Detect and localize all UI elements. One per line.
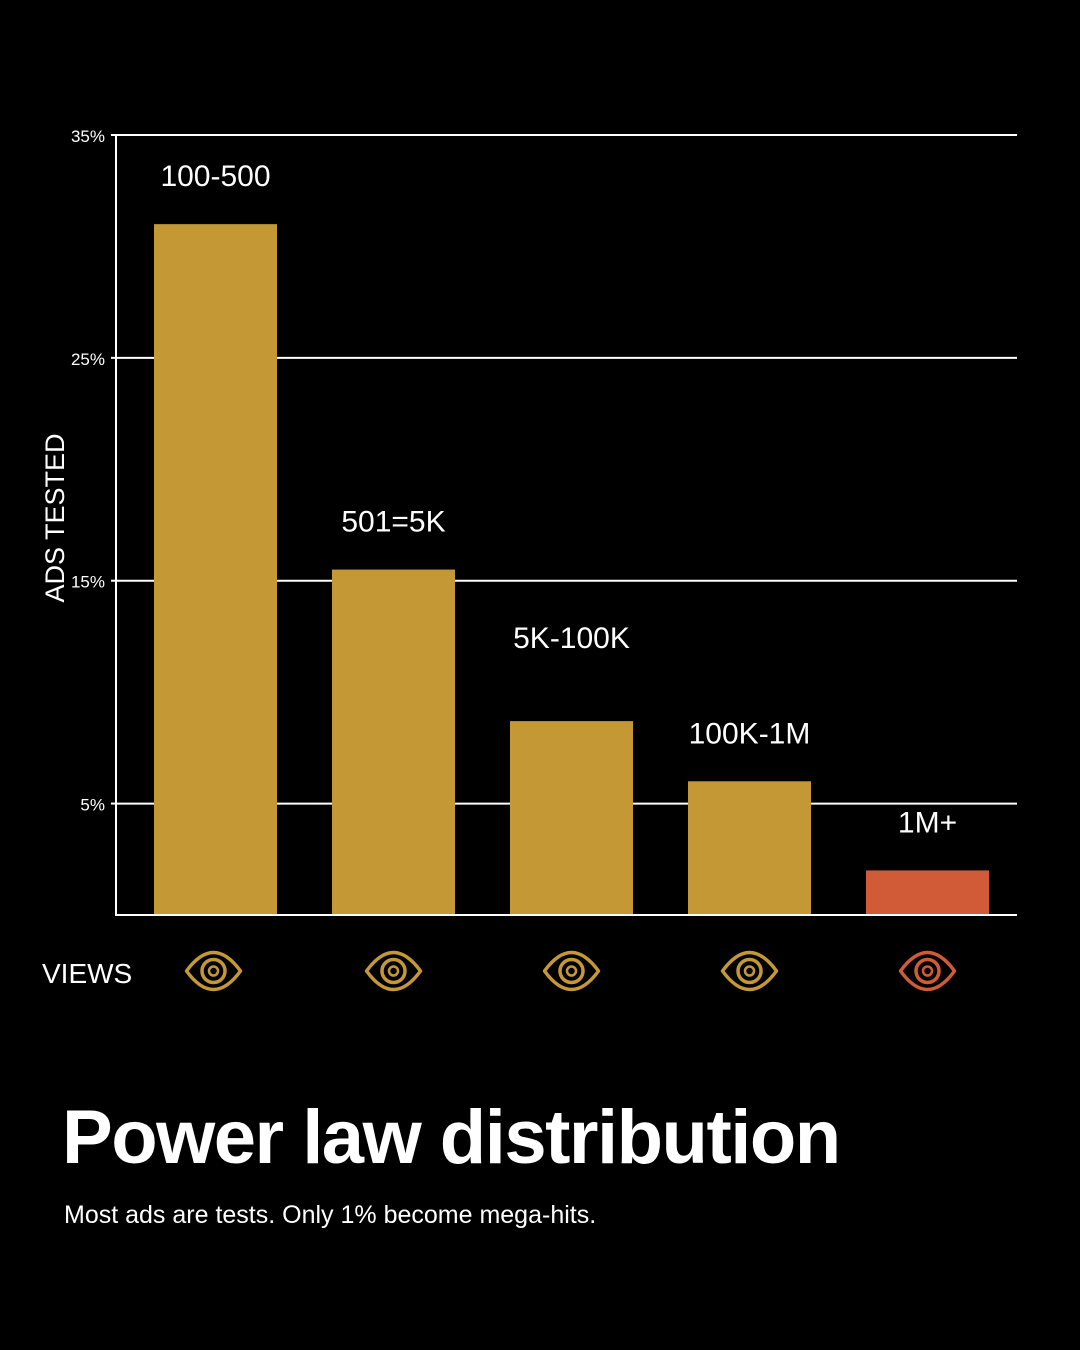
bar <box>866 870 989 915</box>
eye-icon <box>184 950 243 992</box>
y-tick-label: 25% <box>71 350 105 369</box>
bar-category-label: 1M+ <box>898 806 957 839</box>
bar-category-label: 5K-100K <box>513 622 630 655</box>
eye-icon <box>364 950 423 992</box>
chart: 100-500 501=5K 5K-100K 100K-1M 1M+ 5% 15% 25% 3… <box>40 127 1017 992</box>
bar-category-label: 100K-1M <box>689 717 811 750</box>
page-title: Power law distribution <box>62 1095 841 1180</box>
bar <box>688 781 811 915</box>
category-icons <box>184 950 957 992</box>
y-tick-label: 35% <box>71 127 105 146</box>
x-axis-label: VIEWS <box>42 958 132 989</box>
bar-category-label: 501=5K <box>341 506 445 539</box>
bar-labels: 100-500 501=5K 5K-100K 100K-1M 1M+ <box>160 160 957 839</box>
bar <box>332 569 455 915</box>
y-tick-label: 5% <box>80 796 105 815</box>
y-axis-label: ADS TESTED <box>40 433 70 602</box>
eye-icon <box>542 950 601 992</box>
y-tick-label: 15% <box>71 573 105 592</box>
bars <box>154 224 989 916</box>
y-ticks: 5% 15% 25% 35% <box>71 127 116 815</box>
bar-category-label: 100-500 <box>160 160 270 193</box>
page-subtitle: Most ads are tests. Only 1% become mega-… <box>64 1201 597 1229</box>
eye-icon <box>720 950 779 992</box>
bar <box>154 224 277 916</box>
eye-icon <box>898 950 957 992</box>
bar <box>510 721 633 915</box>
